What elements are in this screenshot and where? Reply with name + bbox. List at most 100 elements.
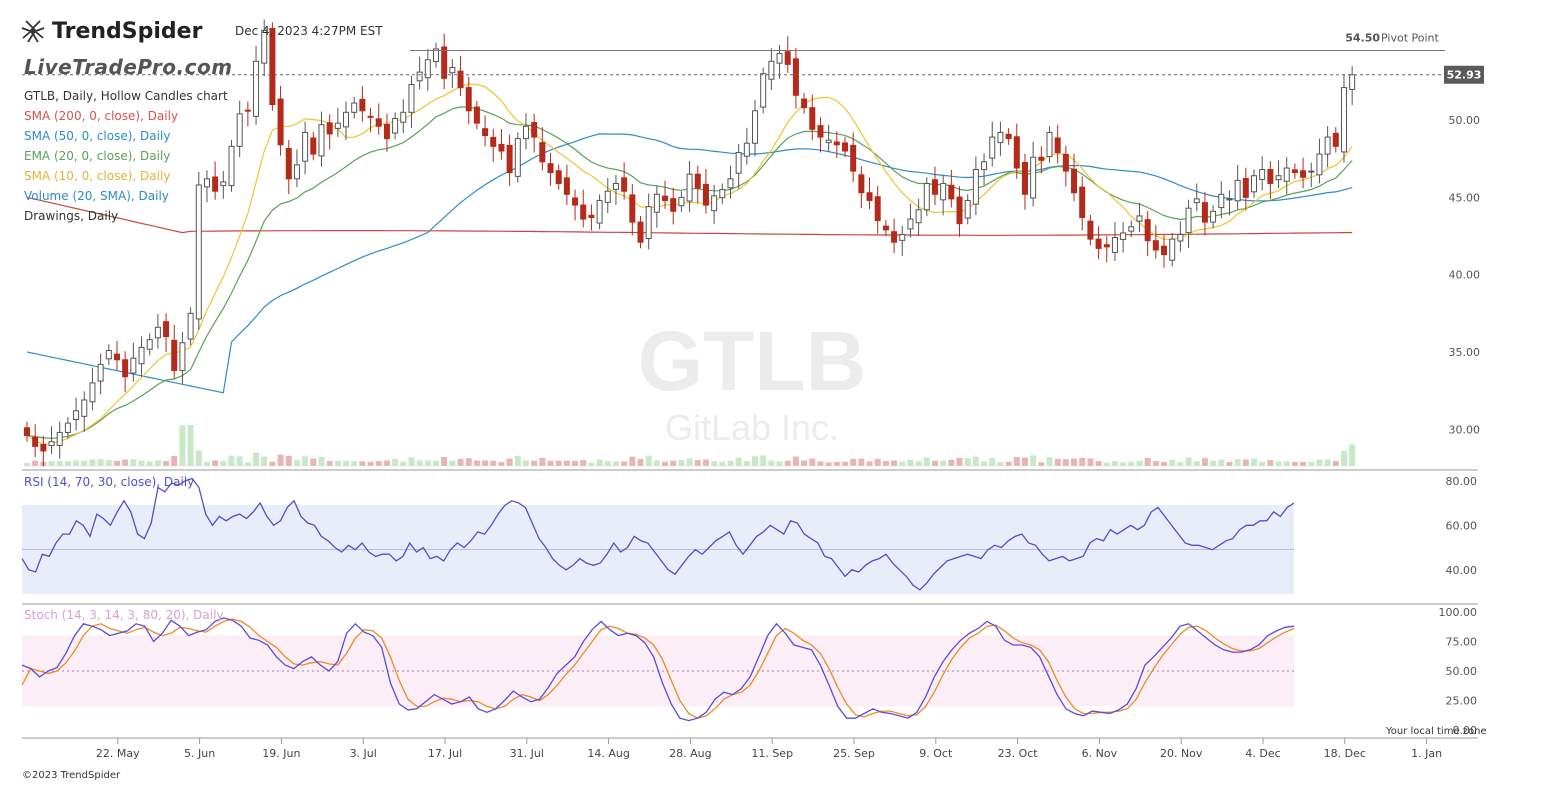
candle-body bbox=[1005, 133, 1012, 140]
volume-bar bbox=[743, 461, 750, 466]
volume-bar bbox=[310, 458, 317, 466]
candle-body bbox=[719, 189, 726, 199]
volume-bar bbox=[187, 424, 194, 466]
candle-body bbox=[588, 214, 595, 218]
volume-bar bbox=[105, 460, 112, 466]
volume-bar bbox=[56, 461, 63, 466]
candle-body bbox=[48, 441, 55, 446]
volume-bar bbox=[490, 460, 497, 466]
candle-body bbox=[473, 106, 480, 124]
candle-body bbox=[891, 231, 898, 243]
volume-bar bbox=[956, 457, 963, 466]
candle-body bbox=[694, 173, 701, 189]
candle-body bbox=[261, 29, 268, 64]
volume-bar bbox=[1013, 456, 1020, 466]
volume-bar bbox=[383, 460, 390, 466]
volume-bar bbox=[604, 461, 611, 466]
candle-body bbox=[735, 152, 742, 174]
candle-body bbox=[1316, 153, 1323, 176]
candle-body bbox=[113, 353, 120, 361]
volume-bar bbox=[73, 460, 80, 466]
candle-body bbox=[1324, 136, 1331, 155]
candle-body bbox=[1087, 220, 1094, 240]
x-tick-label: 19. Jun bbox=[262, 747, 300, 760]
candle-body bbox=[825, 139, 832, 144]
candle-body bbox=[1030, 156, 1037, 199]
volume-bar bbox=[1046, 457, 1053, 466]
candle-body bbox=[359, 98, 366, 112]
candle-body bbox=[817, 125, 824, 138]
candle-body bbox=[97, 363, 104, 382]
volume-bar bbox=[1120, 462, 1127, 466]
candle-body bbox=[842, 142, 848, 152]
volume-bar bbox=[228, 455, 235, 466]
rsi-panel bbox=[21, 477, 1295, 594]
volume-bar bbox=[1079, 457, 1086, 466]
candle-body bbox=[711, 195, 718, 212]
candle-body bbox=[923, 182, 930, 211]
stoch-tick-label: 100.00 bbox=[1439, 606, 1478, 619]
volume-bar bbox=[1300, 462, 1307, 466]
volume-bar bbox=[220, 461, 227, 466]
volume-bar bbox=[1144, 457, 1151, 466]
candle-body bbox=[1300, 170, 1307, 178]
local-time-note: Your local time zone bbox=[1386, 726, 1487, 737]
candle-body bbox=[989, 136, 996, 159]
volume-bar bbox=[138, 460, 145, 466]
candle-body bbox=[1259, 169, 1266, 180]
volume-bar bbox=[522, 460, 529, 466]
volume-bar bbox=[326, 461, 333, 466]
candle-body bbox=[179, 342, 186, 372]
rsi-tick-label: 40.00 bbox=[1446, 564, 1478, 577]
volume-bar bbox=[735, 457, 742, 466]
price-tick-label: 40.00 bbox=[1449, 269, 1481, 282]
candle-body bbox=[1349, 74, 1356, 90]
volume-bar bbox=[1324, 459, 1331, 466]
volume-bar bbox=[940, 460, 947, 466]
volume-bar bbox=[506, 458, 513, 466]
x-tick-label: 22. May bbox=[96, 747, 140, 760]
spider-icon bbox=[21, 20, 45, 43]
stoch-tick-label: 75.00 bbox=[1446, 636, 1478, 649]
candle-body bbox=[678, 196, 685, 207]
candle-body bbox=[792, 58, 799, 96]
candle-body bbox=[343, 111, 350, 128]
legend-item: SMA (50, 0, close), Daily bbox=[24, 129, 171, 143]
copyright: ©2023 TrendSpider bbox=[22, 770, 121, 781]
candle-body bbox=[956, 196, 963, 225]
candle-body bbox=[318, 124, 325, 157]
candle-body bbox=[1161, 245, 1168, 256]
candle-body bbox=[1038, 156, 1045, 161]
candle-body bbox=[400, 111, 407, 123]
stoch-label: Stoch (14, 3, 14, 3, 80, 20), Daily bbox=[24, 608, 224, 622]
rsi-tick-label: 60.00 bbox=[1446, 519, 1478, 532]
candle-body bbox=[1201, 202, 1208, 223]
volume-bar bbox=[817, 461, 824, 466]
candle-body bbox=[236, 113, 243, 147]
volume-bar bbox=[776, 461, 783, 466]
volume-bar bbox=[1136, 460, 1143, 466]
volume-bar bbox=[981, 461, 988, 466]
volume-bar bbox=[1054, 458, 1061, 466]
x-tick-label: 18. Dec bbox=[1324, 747, 1366, 760]
candle-body bbox=[1120, 232, 1127, 240]
volume-bar bbox=[702, 459, 709, 466]
volume-bar bbox=[882, 461, 889, 466]
volume-bar bbox=[457, 458, 464, 466]
volume-bar bbox=[1062, 459, 1069, 466]
candle-body bbox=[1079, 186, 1086, 218]
volume-bar bbox=[212, 460, 219, 466]
volume-bar bbox=[441, 456, 448, 466]
candle-body bbox=[760, 73, 767, 108]
candle-body bbox=[563, 177, 570, 195]
candle-body bbox=[596, 199, 603, 224]
volume-bar bbox=[711, 461, 718, 466]
volume-bar bbox=[97, 459, 104, 466]
candle-body bbox=[285, 148, 292, 180]
candle-body bbox=[931, 179, 938, 195]
candle-body bbox=[662, 195, 669, 201]
candles bbox=[24, 19, 1356, 467]
volume-bar bbox=[171, 455, 178, 466]
watermark-company: GitLab Inc. bbox=[665, 407, 839, 448]
